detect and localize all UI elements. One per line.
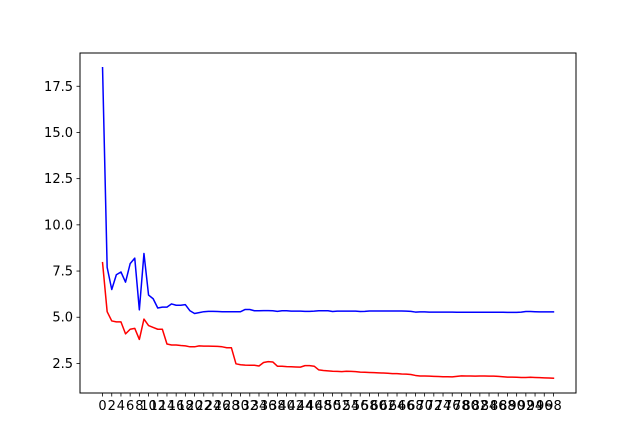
x-tick-label: 44 — [297, 399, 314, 414]
x-tick-label: 10 — [140, 399, 157, 414]
x-tick-label: 70 — [416, 399, 433, 414]
x-tick-label: 16 — [168, 399, 185, 414]
plot-area-frame — [79, 52, 577, 394]
x-tick-label: 0 — [98, 399, 106, 414]
x-tick-label: 48 — [315, 399, 332, 414]
y-tick-label: 5.0 — [52, 311, 73, 326]
x-tick-label: 32 — [242, 399, 259, 414]
x-tick-label: 76 — [444, 399, 461, 414]
x-tick-label: 84 — [481, 399, 498, 414]
x-tick-label: 72 — [426, 399, 443, 414]
series-line-2 — [101, 261, 555, 380]
x-tick-label: 46 — [306, 399, 323, 414]
x-tick-label: 42 — [288, 399, 305, 414]
x-tick-label: 30 — [232, 399, 249, 414]
y-tick-label: 2.5 — [52, 357, 73, 372]
x-tick-label: 22 — [195, 399, 212, 414]
x-tick-label: 64 — [389, 399, 406, 414]
x-tick-label: 36 — [260, 399, 277, 414]
x-tick-label: 68 — [407, 399, 424, 414]
x-tick-label: 60 — [370, 399, 387, 414]
x-tick-label: 4 — [117, 399, 125, 414]
x-tick-label: 96 — [536, 399, 553, 414]
x-tick-label: 78 — [453, 399, 470, 414]
x-tick-label: 40 — [278, 399, 295, 414]
x-tick-label: 14 — [159, 399, 176, 414]
x-tick-label: 20 — [186, 399, 203, 414]
x-tick-label: 80 — [462, 399, 479, 414]
x-axis: 0 2 4 6 810121416182022242628303234363840424… — [98, 393, 562, 414]
x-tick-label: 26 — [214, 399, 231, 414]
x-tick-label: 88 — [499, 399, 516, 414]
series-layer — [101, 67, 555, 380]
x-tick-label: 28 — [223, 399, 240, 414]
y-tick-label: 7.5 — [52, 265, 73, 280]
x-tick-label: 24 — [205, 399, 222, 414]
y-tick-label: 12.5 — [44, 172, 73, 187]
x-tick-label: 92 — [518, 399, 535, 414]
x-tick-label: 18 — [177, 399, 194, 414]
y-tick-label: 17.5 — [44, 80, 73, 95]
x-tick-label: 74 — [435, 399, 452, 414]
x-tick-label: 98 — [545, 399, 562, 414]
x-tick-label: 34 — [251, 399, 268, 414]
y-tick-label: 15.0 — [44, 126, 73, 141]
x-tick-label: 94 — [527, 399, 544, 414]
y-axis: 2.5 5.0 7.5 10.0 12.5 15.0 17.5 — [44, 80, 80, 372]
y-tick-label: 10.0 — [44, 218, 73, 233]
x-tick-label: 66 — [398, 399, 415, 414]
x-tick-label: 90 — [508, 399, 525, 414]
x-tick-label: 2 — [108, 399, 116, 414]
series-line-1 — [101, 67, 555, 315]
x-tick-label: 6 — [126, 399, 134, 414]
x-tick-label: 86 — [490, 399, 507, 414]
x-tick-label: 12 — [149, 399, 166, 414]
x-tick-label: 50 — [324, 399, 341, 414]
x-tick-label: 82 — [472, 399, 489, 414]
x-tick-label: 54 — [343, 399, 360, 414]
x-tick-label: 62 — [380, 399, 397, 414]
x-tick-label: 52 — [334, 399, 351, 414]
x-tick-label: 56 — [352, 399, 369, 414]
x-tick-label: 38 — [269, 399, 286, 414]
x-tick-label: 8 — [135, 399, 143, 414]
x-tick-label: 58 — [361, 399, 378, 414]
